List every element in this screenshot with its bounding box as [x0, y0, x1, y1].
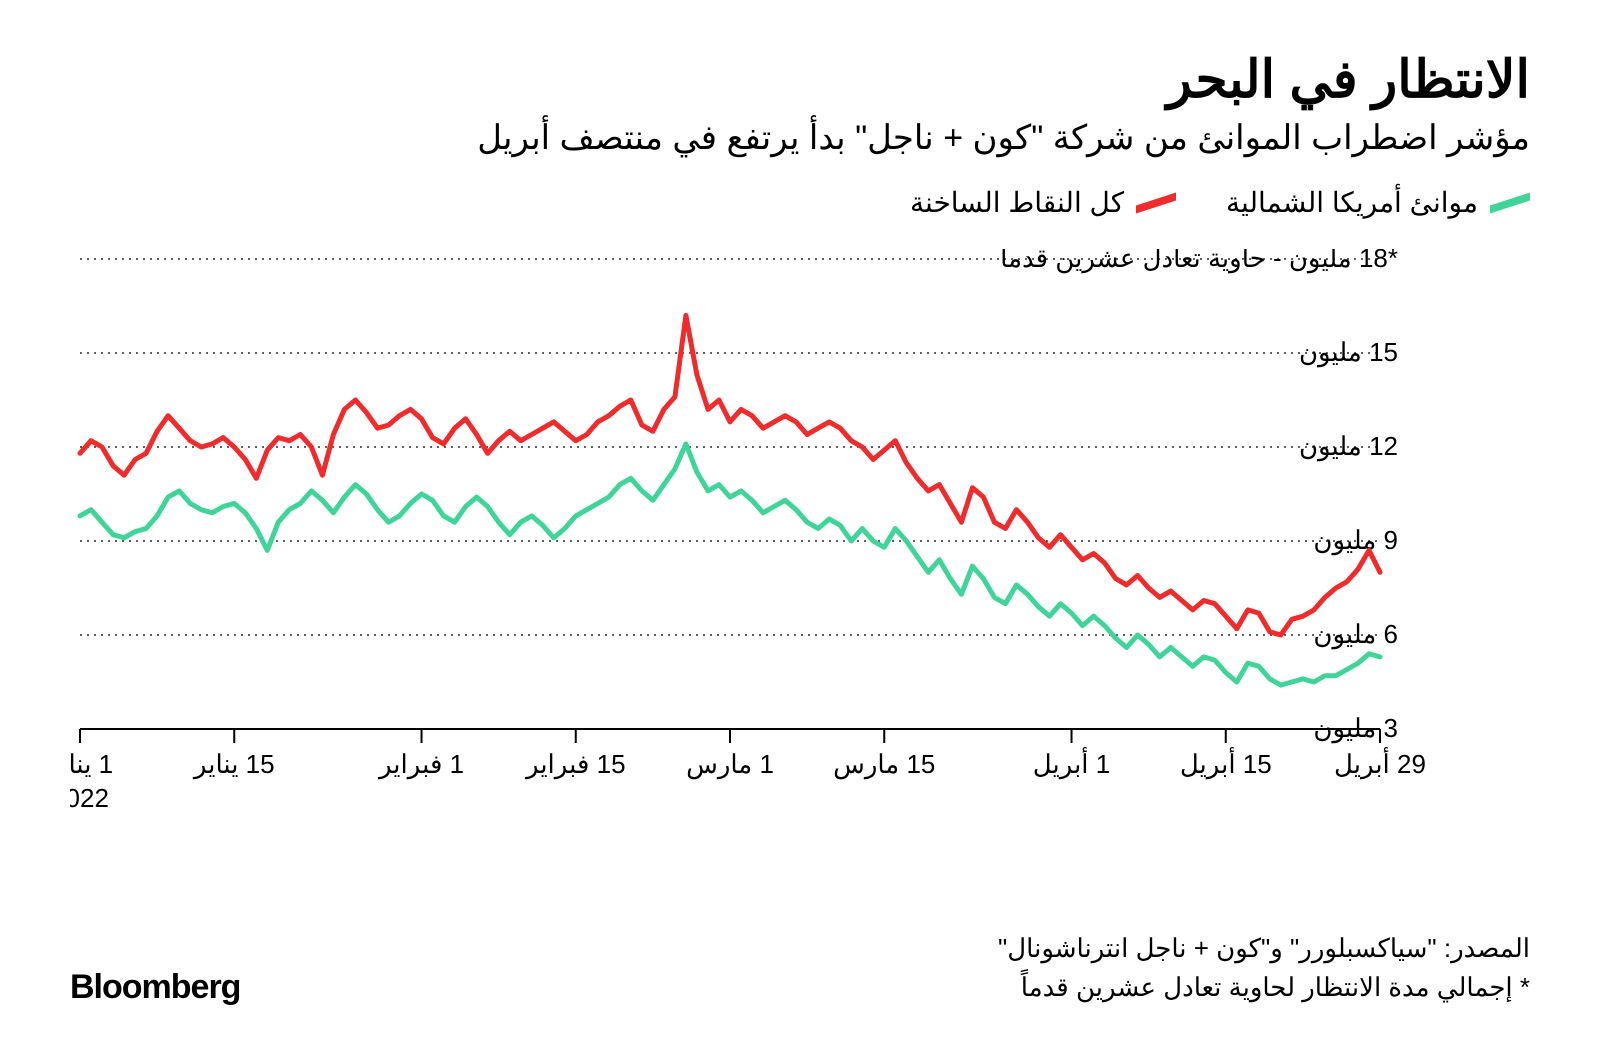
legend-swatch-naports	[1490, 192, 1530, 213]
source-line-2: * إجمالي مدة الانتظار لحاوية تعادل عشرين…	[998, 968, 1530, 1007]
chart-subtitle: مؤشر اضطراب الموانئ من شركة "كون + ناجل"…	[70, 118, 1530, 158]
legend-item-hotspots: كل النقاط الساخنة	[910, 186, 1176, 219]
svg-text:2022: 2022	[70, 783, 109, 813]
brand-logo: Bloomberg	[70, 968, 240, 1007]
svg-text:15 يناير: 15 يناير	[192, 749, 275, 780]
svg-text:6 مليون: 6 مليون	[1313, 619, 1398, 650]
legend-item-naports: موانئ أمريكا الشمالية	[1226, 186, 1530, 219]
chart-area: *18 مليون - حاوية تعادل عشرين قدماً 15 مل…	[70, 249, 1530, 909]
svg-text:29 أبريل: 29 أبريل	[1334, 746, 1426, 780]
legend-label-naports: موانئ أمريكا الشمالية	[1226, 186, 1478, 219]
svg-text:15 مارس: 15 مارس	[833, 749, 935, 780]
source-note: المصدر: "سياكسبلورر" و"كون + ناجل انترنا…	[998, 929, 1530, 1007]
svg-text:15 أبريل: 15 أبريل	[1180, 746, 1272, 780]
svg-text:1 مارس: 1 مارس	[686, 749, 774, 780]
line-chart: *18 مليون - حاوية تعادل عشرين قدماً 15 مل…	[70, 249, 1530, 819]
source-line-1: المصدر: "سياكسبلورر" و"كون + ناجل انترنا…	[998, 929, 1530, 968]
svg-text:1 فبراير: 1 فبراير	[377, 749, 464, 780]
svg-text:12 مليون: 12 مليون	[1299, 431, 1398, 462]
legend-swatch-hotspots	[1136, 192, 1176, 213]
svg-text:15 فبراير: 15 فبراير	[524, 749, 626, 780]
svg-text:9 مليون: 9 مليون	[1313, 525, 1398, 556]
chart-title: الانتظار في البحر	[70, 50, 1530, 110]
legend-label-hotspots: كل النقاط الساخنة	[910, 186, 1124, 219]
svg-text:1 أبريل: 1 أبريل	[1033, 746, 1110, 780]
svg-text:15 مليون: 15 مليون	[1299, 337, 1398, 368]
legend: موانئ أمريكا الشمالية كل النقاط الساخنة	[70, 186, 1530, 219]
svg-text:*18 مليون - حاوية تعادل عشرين: *18 مليون - حاوية تعادل عشرين قدماً	[999, 249, 1398, 274]
svg-text:1 يناير: 1 يناير	[70, 749, 113, 780]
